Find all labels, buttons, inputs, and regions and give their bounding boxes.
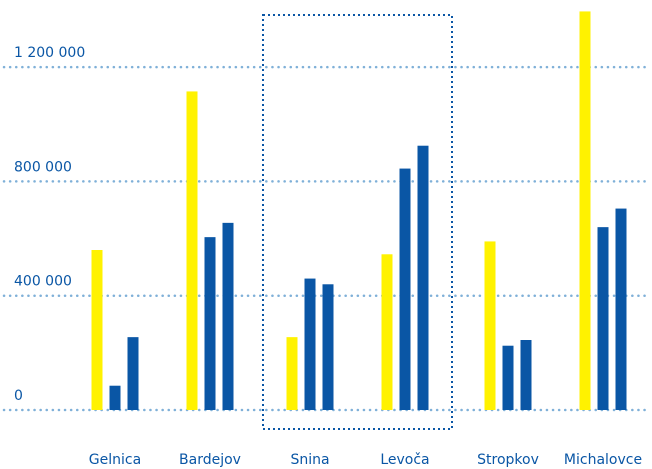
x-axis-ticks: Gelnica Bardejov Snina Levoča Stropkov Michal… <box>89 452 642 468</box>
bar-levoča-s3 <box>417 145 429 410</box>
bar-michalovce-s3 <box>615 208 627 410</box>
bar-snina-s2 <box>304 278 316 410</box>
bar-bardejov-s3 <box>222 222 234 410</box>
bar-stropkov-s2 <box>502 345 514 410</box>
bar-snina-s1 <box>286 337 298 410</box>
x-tick-label: Michalovce <box>564 452 642 468</box>
bar-stropkov-s1 <box>484 241 496 410</box>
x-tick-label: Snina <box>290 452 329 468</box>
bar-michalovce-s1 <box>579 11 591 411</box>
bar-levoča-s2 <box>399 168 411 410</box>
bar-gelnica-s3 <box>127 337 139 410</box>
y-tick-label: 0 <box>14 388 23 404</box>
x-tick-label: Gelnica <box>89 452 141 468</box>
bar-stropkov-s3 <box>520 340 532 410</box>
gridlines <box>2 65 650 412</box>
x-tick-label: Bardejov <box>179 452 241 468</box>
y-tick-label: 400 000 <box>14 274 72 290</box>
y-tick-label: 800 000 <box>14 159 72 175</box>
bar-michalovce-s2 <box>597 227 609 410</box>
bar-gelnica-s1 <box>91 250 103 410</box>
bar-bardejov-s2 <box>204 237 216 410</box>
bars <box>91 11 627 411</box>
highlight-box <box>262 14 453 430</box>
y-axis-ticks: 0 400 000 800 000 1 200 000 <box>14 45 85 404</box>
bar-snina-s3 <box>322 284 334 410</box>
bar-levoča-s1 <box>381 254 393 410</box>
bar-gelnica-s2 <box>109 385 121 410</box>
y-tick-label: 1 200 000 <box>14 45 85 61</box>
bar-bardejov-s1 <box>186 91 198 410</box>
x-tick-label: Stropkov <box>477 452 539 468</box>
highlight-rect <box>262 14 453 430</box>
x-tick-label: Levoča <box>380 452 429 468</box>
